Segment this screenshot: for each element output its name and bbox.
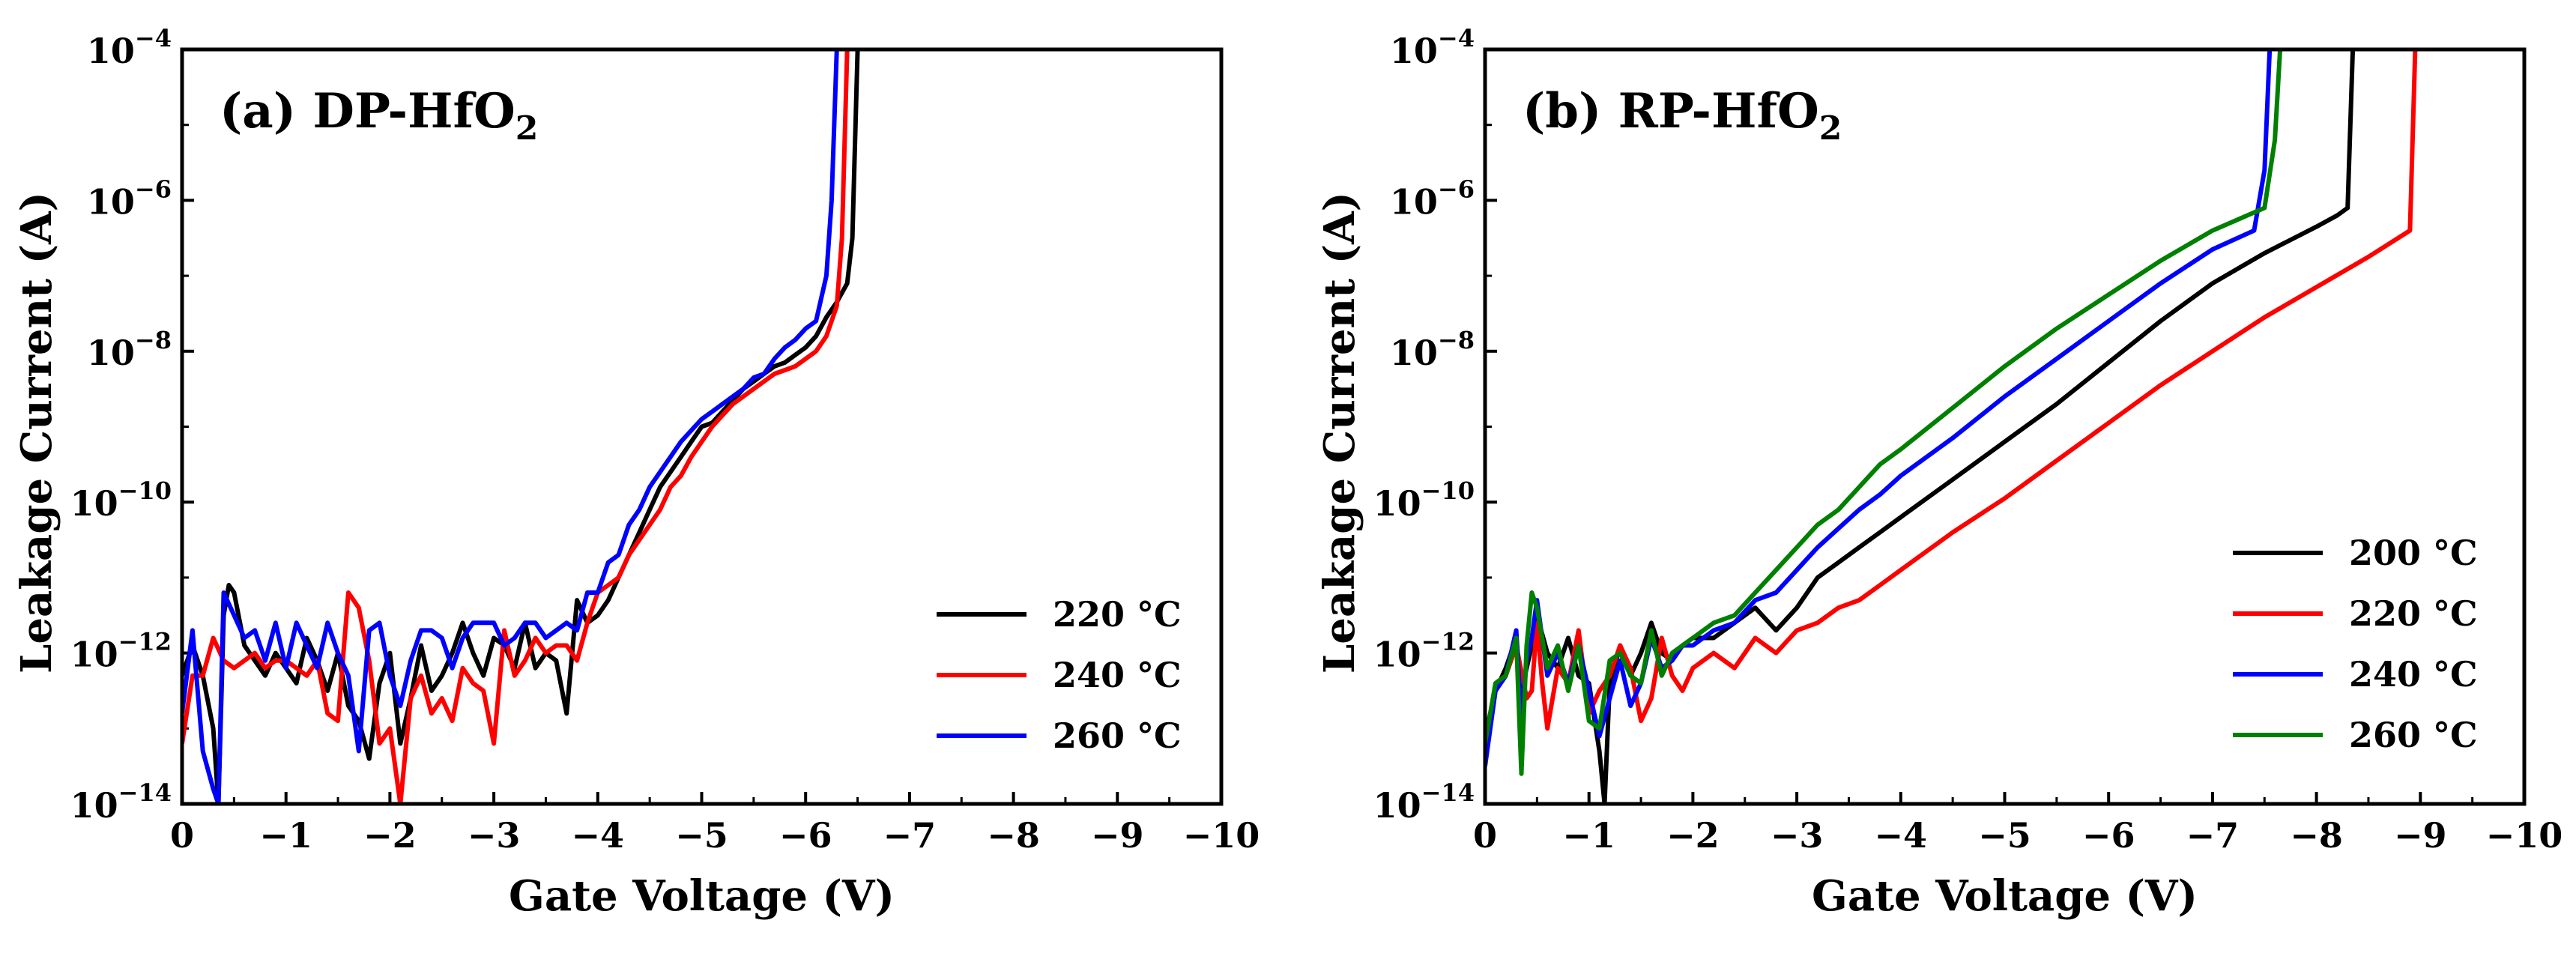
x-tick-label: −2 [1666,815,1720,856]
series-line-2 [182,49,850,804]
y-tick-label: 10−12 [70,628,172,675]
x-tick-label: −5 [1978,815,2031,856]
legend-label-2: 220 °C [2349,593,2478,634]
x-tick-label: −5 [675,815,728,856]
panel-title: (a) DP-HfO2 [220,83,538,148]
y-tick-label: 10−10 [70,477,172,524]
legend-label-3: 240 °C [2349,654,2478,695]
panel-a: 0 −1 −2 −3 −4 −5 −6 −7 −8 −9 −10 10−14 10−12 10−10 10−… [12,24,1260,921]
y-axis-label: Leakage Current (A) [12,192,61,674]
y-tick-label: 10−12 [1373,628,1475,675]
legend-label-3: 260 °C [1053,716,1182,756]
series-line-3 [182,49,839,804]
panel-title: (b) RP-HfO2 [1523,83,1842,148]
plot-frame [1483,47,2527,806]
y-tick-label: 10−8 [87,326,172,373]
x-tick-label: −2 [363,815,417,856]
plot-frame [180,47,1224,806]
x-tick-label: −6 [779,815,832,856]
x-axis-label: Gate Voltage (V) [1812,871,2198,921]
x-tick-label: −7 [2186,815,2240,856]
legend-label-2: 240 °C [1053,655,1182,695]
legend-label-1: 220 °C [1053,594,1182,635]
y-tick-label: 10−6 [87,175,172,222]
y-tick-label: 10−14 [1373,778,1475,826]
legend-label-4: 260 °C [2349,715,2478,755]
x-tick-label: 0 [170,815,194,856]
x-tick-label: −7 [883,815,937,856]
x-tick-label: 0 [1473,815,1497,856]
x-tick-label: −8 [2290,815,2343,856]
x-tick-label: −3 [468,815,521,856]
x-tick-label: −1 [259,815,312,856]
x-axis-label: Gate Voltage (V) [509,871,895,921]
y-tick-label: 10−4 [87,24,172,71]
x-tick-label: −8 [987,815,1040,856]
x-tick-label: −3 [1771,815,1824,856]
series-line-4 [1485,49,2283,776]
x-tick-label: −6 [2082,815,2135,856]
y-tick-label: 10−4 [1390,24,1475,71]
y-tick-label: 10−6 [1390,175,1475,222]
x-tick-label: −9 [1091,815,1144,856]
x-tick-label: −4 [572,815,625,856]
panel-b: 0 −1 −2 −3 −4 −5 −6 −7 −8 −9 −10 10−14 10−12 10−10 10−… [1315,24,2563,921]
x-tick-label: −4 [1875,815,1928,856]
x-tick-label: −10 [2486,815,2563,856]
y-tick-label: 10−8 [1390,326,1475,373]
x-tick-label: −10 [1183,815,1260,856]
legend-label-1: 200 °C [2349,533,2478,573]
y-axis-label: Leakage Current (A) [1315,192,1364,674]
x-tick-label: −1 [1562,815,1615,856]
series-line-2 [1485,49,2418,737]
y-tick-label: 10−10 [1373,477,1475,524]
y-tick-label: 10−14 [70,778,172,826]
x-tick-label: −9 [2394,815,2447,856]
